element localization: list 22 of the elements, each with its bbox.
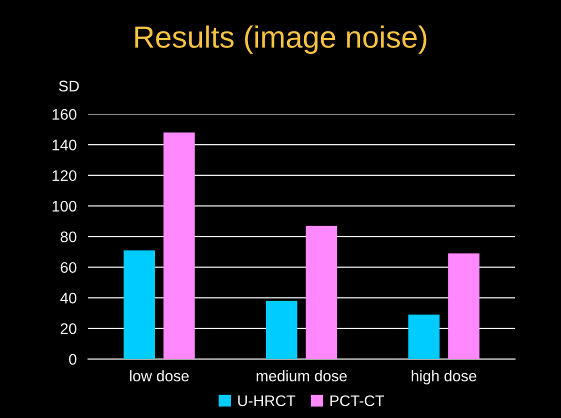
y-tick-label: 80 [60, 231, 76, 242]
bar [124, 250, 155, 360]
legend-label: U-HRCT [238, 395, 296, 406]
bar [164, 132, 195, 360]
bar [306, 226, 338, 360]
bar [408, 314, 440, 360]
legend-label: PCT-CT [330, 395, 384, 406]
y-tick-label: 0 [69, 354, 76, 365]
y-tick-label: 120 [52, 170, 76, 182]
y-axis-title: SD [59, 80, 79, 92]
x-tick-label: high dose [412, 370, 476, 384]
chart-title: Results (image noise) [135, 25, 426, 54]
bar [448, 253, 480, 360]
y-tick-label: 140 [52, 140, 76, 150]
x-tick-label: low dose [130, 370, 189, 382]
bar [266, 300, 298, 360]
y-tick-label: 100 [52, 200, 76, 212]
y-tick-label: 20 [60, 323, 76, 334]
x-tick-label: medium dose [256, 370, 347, 382]
y-tick-label: 60 [60, 262, 76, 273]
y-tick-label: 160 [52, 108, 76, 120]
y-tick-label: 40 [60, 292, 76, 304]
